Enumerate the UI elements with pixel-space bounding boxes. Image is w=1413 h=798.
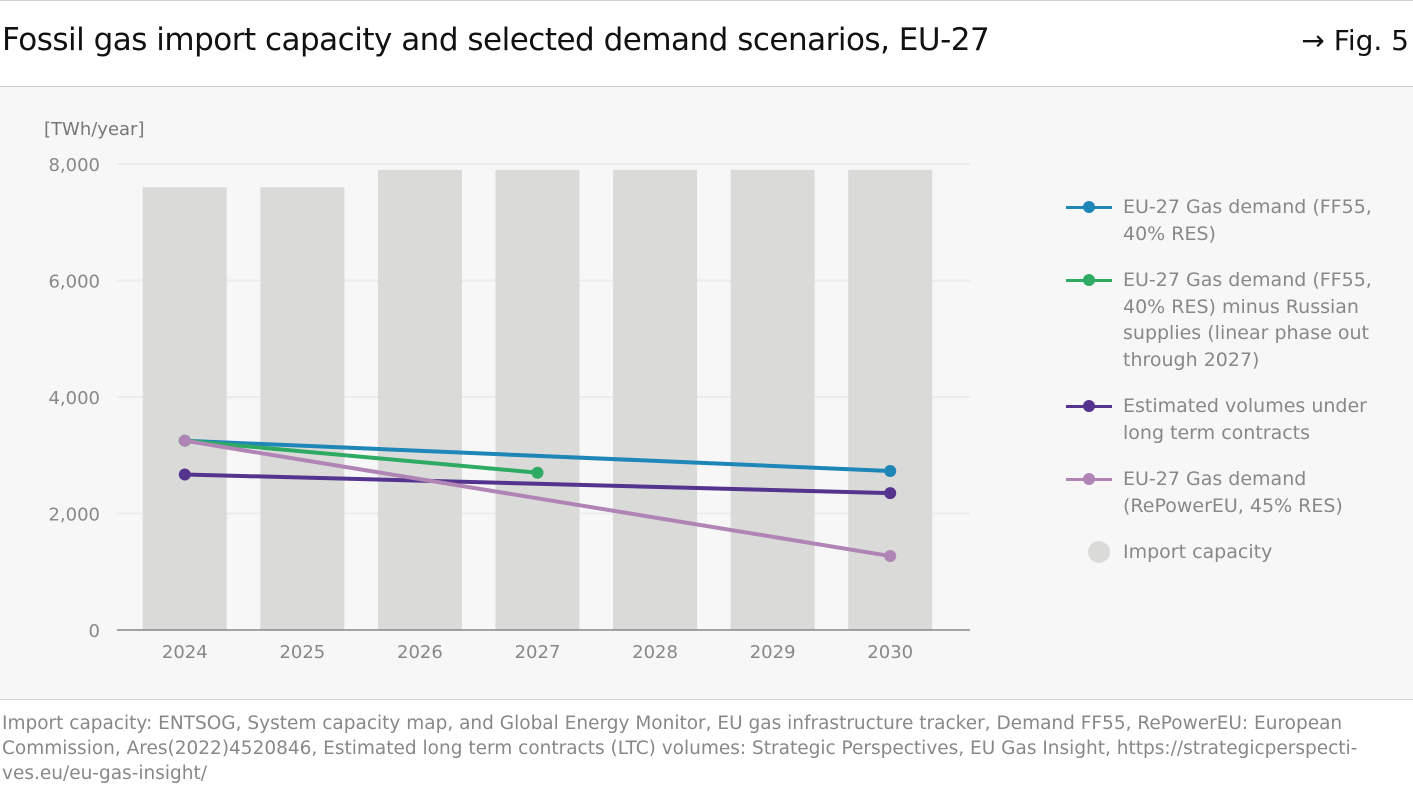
x-tick-label: 2025 <box>279 642 325 663</box>
legend-label: Import capacity <box>1123 541 1273 563</box>
x-tick-label: 2024 <box>162 642 208 663</box>
x-tick-label: 2030 <box>867 642 913 663</box>
series-point-2 <box>178 468 191 481</box>
series-line-0 <box>184 438 891 473</box>
top-border <box>0 0 1413 1</box>
series-point-0 <box>884 464 897 477</box>
series-point-3 <box>178 434 191 447</box>
bar-import-capacity <box>142 187 227 631</box>
legend-item: EU-27 Gas demand (FF55, 40% RES) minus R… <box>1066 267 1393 373</box>
legend-dot-icon <box>1083 400 1095 412</box>
series-point-1 <box>531 466 544 479</box>
legend-item: EU-27 Gas demand (RePowerEU, 45% RES) <box>1066 466 1383 519</box>
legend-dot-icon <box>1083 274 1095 286</box>
series-line-3 <box>184 438 891 558</box>
legend-dot-icon <box>1088 541 1110 563</box>
y-tick-label: 4,000 <box>48 388 100 409</box>
legend-item: Import capacity <box>1066 539 1406 566</box>
series-point-3 <box>884 550 897 563</box>
legend-label: EU-27 Gas demand (FF55, 40% RES) minus R… <box>1123 269 1372 371</box>
bar-import-capacity <box>495 169 580 630</box>
bar-import-capacity <box>260 187 345 631</box>
legend-dot-icon <box>1083 473 1095 485</box>
source-note: Import capacity: ENTSOG, System capacity… <box>2 713 1358 784</box>
x-tick-label: 2029 <box>750 642 796 663</box>
legend-label: EU-27 Gas demand (FF55, 40% RES) <box>1123 196 1372 245</box>
series-line-1 <box>184 438 538 475</box>
y-tick-label: 8,000 <box>48 155 100 176</box>
y-axis-unit: [TWh/year] <box>44 119 145 140</box>
bar-import-capacity <box>377 169 462 630</box>
legend-item: EU-27 Gas demand (FF55, 40% RES) <box>1066 194 1383 247</box>
bar-import-capacity <box>613 169 698 630</box>
figure-reference: → Fig. 5 <box>1301 24 1409 57</box>
x-tick-label: 2027 <box>515 642 561 663</box>
chart-title: Fossil gas import capacity and selected … <box>2 22 990 58</box>
series-point-2 <box>884 487 897 500</box>
y-tick-label: 6,000 <box>48 272 100 293</box>
y-tick-label: 2,000 <box>48 505 100 526</box>
bar-import-capacity <box>730 169 815 630</box>
x-tick-label: 2028 <box>632 642 678 663</box>
y-tick-label: 0 <box>89 621 100 642</box>
legend-item: Estimated volumes under long term contra… <box>1066 393 1403 446</box>
legend-dot-icon <box>1083 201 1095 213</box>
chart-panel <box>0 86 1413 700</box>
legend-label: EU-27 Gas demand (RePowerEU, 45% RES) <box>1123 468 1343 517</box>
legend-label: Estimated volumes under long term contra… <box>1123 395 1367 444</box>
x-tick-label: 2026 <box>397 642 443 663</box>
series-line-2 <box>184 472 891 496</box>
legend: EU-27 Gas demand (FF55, 40% RES) EU-27 Ga… <box>1066 194 1406 586</box>
